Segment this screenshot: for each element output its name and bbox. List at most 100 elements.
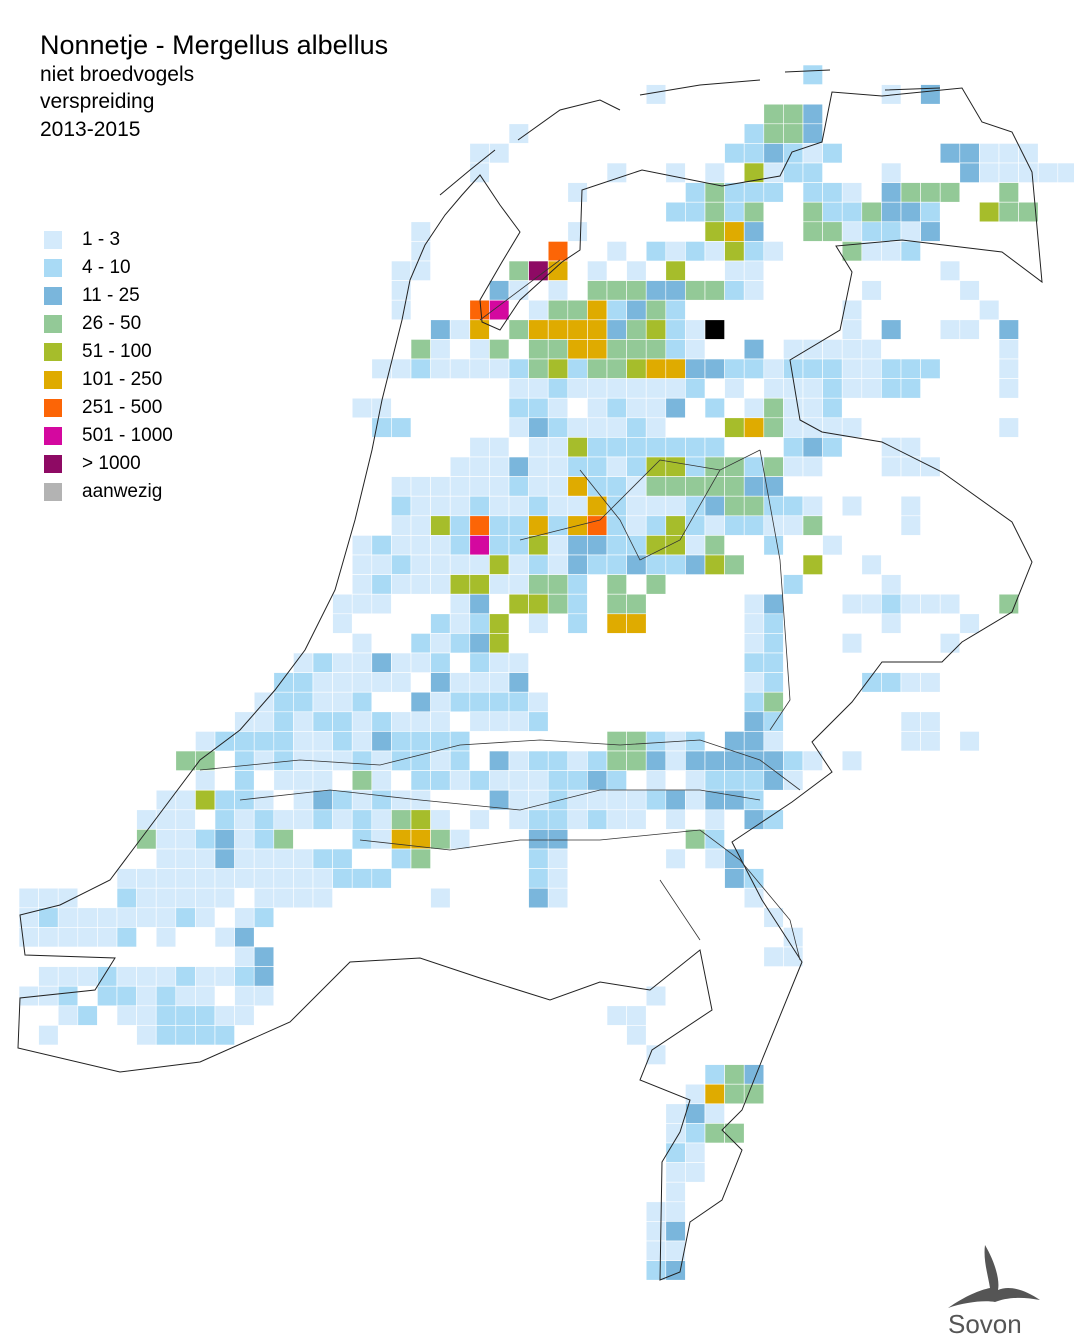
legend-label: 251 - 500	[82, 397, 162, 418]
grid-cell	[528, 319, 549, 340]
grid-cell	[587, 809, 608, 830]
legend-label: 4 - 10	[82, 257, 131, 278]
grid-cell	[293, 731, 314, 752]
grid-cell	[959, 319, 980, 340]
grid-cell	[998, 162, 1019, 183]
grid-cell	[939, 633, 961, 654]
grid-cell	[253, 750, 275, 771]
rivers	[199, 259, 801, 961]
grid-cell	[900, 731, 921, 752]
grid-cell	[606, 162, 627, 183]
grid-cell	[391, 789, 412, 811]
grid-cell	[783, 495, 804, 517]
grid-cell	[645, 417, 667, 438]
grid-cell	[704, 397, 725, 419]
grid-cell	[606, 280, 627, 301]
grid-cell	[763, 397, 784, 419]
grid-cell	[410, 652, 431, 673]
grid-cell	[489, 280, 510, 301]
grid-cell	[587, 495, 608, 517]
grid-cell	[645, 1240, 667, 1261]
grid-cell	[587, 437, 608, 458]
grid-cell	[920, 201, 941, 223]
grid-cell	[645, 378, 667, 399]
grid-cell	[469, 437, 490, 458]
grid-cell	[528, 848, 549, 869]
legend-swatch	[44, 483, 62, 501]
grid-cell	[900, 495, 921, 517]
grid-cell	[763, 770, 784, 791]
grid-cell	[489, 515, 510, 536]
grid-cell	[979, 299, 1000, 321]
grid-cell	[704, 809, 725, 830]
grid-cell	[724, 280, 745, 301]
grid-cell	[939, 319, 961, 340]
grid-cell	[410, 731, 431, 752]
grid-cell	[410, 750, 431, 771]
grid-cell	[57, 907, 79, 928]
grid-cell	[332, 750, 353, 771]
grid-cell	[685, 437, 706, 458]
grid-cell	[489, 770, 510, 791]
grid-cell	[587, 280, 608, 301]
grid-cell	[508, 750, 529, 771]
grid-cell	[234, 868, 255, 889]
grid-cell	[371, 554, 392, 575]
grid-cell	[469, 770, 490, 791]
grid-cell	[665, 437, 686, 458]
grid-cell	[626, 1025, 647, 1046]
grid-cell	[704, 535, 725, 556]
grid-cell	[371, 711, 392, 732]
grid-cell	[783, 437, 804, 458]
grid-cell	[410, 809, 431, 830]
grid-cell	[645, 280, 667, 301]
grid-cell	[1057, 162, 1074, 183]
grid-cell	[312, 848, 333, 869]
grid-cell	[606, 456, 627, 477]
grid-cell	[214, 966, 235, 987]
grid-cell	[293, 691, 314, 713]
grid-cell	[606, 789, 627, 811]
grid-cell	[822, 437, 843, 458]
grid-cell	[606, 299, 627, 321]
grid-cell	[234, 731, 255, 752]
grid-cell	[57, 1005, 79, 1026]
grid-cell	[645, 515, 667, 536]
grid-cell	[410, 554, 431, 575]
grid-cell	[312, 887, 333, 909]
grid-cell	[606, 378, 627, 399]
grid-cell	[704, 1083, 725, 1105]
grid-cell	[724, 789, 745, 811]
grid-cell	[606, 319, 627, 340]
grid-cell	[763, 378, 784, 399]
grid-cell	[704, 162, 725, 183]
grid-cell	[587, 750, 608, 771]
grid-cell	[351, 535, 373, 556]
grid-cell	[822, 339, 843, 360]
grid-cell	[626, 417, 647, 438]
grid-cell	[900, 515, 921, 536]
grid-cell	[508, 711, 529, 732]
grid-cell	[626, 260, 647, 281]
grid-cell	[175, 966, 196, 987]
grid-cell	[645, 789, 667, 811]
grid-cell	[567, 750, 588, 771]
grid-cell	[410, 476, 431, 497]
grid-cell	[743, 652, 765, 673]
grid-cell	[645, 554, 667, 575]
grid-cell	[645, 358, 667, 379]
grid-cell	[469, 554, 490, 575]
grid-cell	[587, 554, 608, 575]
grid-cell	[704, 319, 725, 340]
grid-cell	[293, 672, 314, 693]
grid-cell	[665, 319, 686, 340]
grid-cell	[449, 535, 471, 556]
grid-cell	[685, 201, 706, 223]
grid-cell	[430, 711, 451, 732]
grid-cell	[332, 731, 353, 752]
grid-cell	[606, 495, 627, 517]
grid-cell	[763, 633, 784, 654]
grid-cell	[822, 397, 843, 419]
grid-cell	[704, 848, 725, 869]
grid-cell	[508, 574, 529, 595]
